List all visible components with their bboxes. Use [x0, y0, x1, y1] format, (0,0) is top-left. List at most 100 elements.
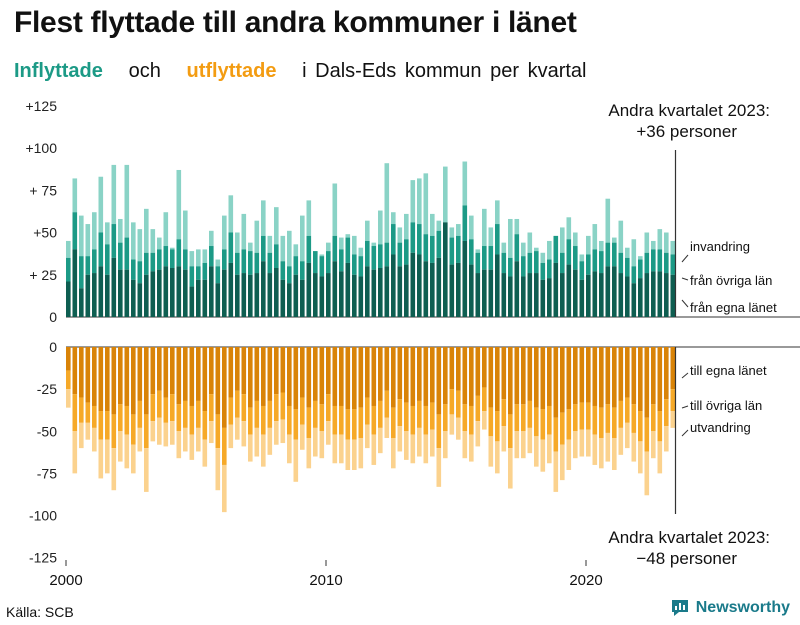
bar-in-egna [319, 276, 325, 317]
bar-out-egna [404, 347, 409, 403]
bar-in-invandring [456, 224, 461, 236]
y-tick-label: -125 [29, 550, 57, 566]
bar-out-egna [664, 347, 669, 400]
bar-in-egna [514, 261, 520, 317]
bar-in-ovriga [150, 252, 156, 272]
bar-in-invandring [72, 178, 78, 213]
bar-out-utvandring [254, 427, 260, 457]
bar-out-utvandring [274, 421, 279, 445]
bar-in-egna [150, 271, 156, 317]
bar-in-egna [176, 266, 182, 317]
y-tick-label: +100 [25, 140, 57, 156]
bar-in-invandring [332, 183, 338, 236]
subtitle-rest: i Dals-Eds kommun per kvartal [302, 60, 587, 82]
bar-in-egna [592, 271, 598, 317]
bar-in-egna [404, 264, 409, 317]
bar-in-ovriga [241, 249, 247, 274]
bar-in-ovriga [371, 246, 377, 270]
bar-out-egna [72, 347, 78, 395]
bar-out-utvandring [365, 424, 370, 449]
bar-in-ovriga [72, 212, 78, 250]
bar-out-utvandring [605, 432, 611, 462]
bar-in-ovriga [66, 257, 71, 282]
bar-out-utvandring [553, 451, 559, 492]
bar-in-ovriga [365, 240, 370, 267]
bar-in-invandring [378, 210, 383, 245]
bar-out-utvandring [228, 424, 234, 449]
brand-name: Newsworthy [695, 599, 790, 616]
bar-in-ovriga [404, 239, 409, 265]
bar-out-utvandring [332, 434, 338, 464]
bar-out-egna [618, 347, 624, 401]
bar-out-ovriga [352, 409, 357, 440]
bar-in-invandring [534, 247, 539, 252]
bar-out-ovriga [527, 400, 533, 428]
bar-out-egna [241, 347, 247, 395]
bar-in-ovriga [105, 244, 110, 275]
bar-out-egna [527, 347, 533, 401]
bar-in-egna [638, 278, 643, 317]
bar-out-utvandring [625, 422, 630, 449]
chart-subtitle: Inflyttade och utflyttade i Dals-Eds kom… [14, 60, 586, 83]
bar-in-egna [300, 279, 305, 317]
bar-out-ovriga [469, 405, 474, 435]
bar-out-utvandring [293, 439, 299, 482]
bar-in-ovriga [651, 249, 656, 272]
bar-out-egna [573, 347, 578, 405]
bar-in-ovriga [553, 235, 559, 263]
bar-in-ovriga [215, 266, 221, 284]
bar-out-utvandring [267, 427, 273, 455]
bar-in-ovriga [605, 242, 611, 267]
bar-in-invandring [202, 249, 208, 263]
bar-out-egna [352, 347, 357, 410]
bar-in-egna [163, 266, 169, 317]
bar-in-ovriga [183, 249, 188, 270]
bar-out-ovriga [605, 404, 611, 433]
bar-out-ovriga [404, 402, 409, 432]
bar-in-egna [326, 273, 331, 317]
bar-out-egna [514, 347, 520, 405]
bar-in-ovriga [235, 252, 240, 275]
bar-out-utvandring [150, 421, 156, 442]
bar-out-egna [625, 347, 630, 398]
bar-in-egna [534, 273, 539, 317]
bar-out-utvandring [612, 437, 617, 471]
bar-out-ovriga [443, 404, 448, 432]
bar-in-egna [631, 283, 637, 317]
bar-out-ovriga [657, 411, 663, 442]
bar-out-egna [163, 347, 169, 398]
bar-out-egna [235, 347, 240, 391]
x-tick-label: 2000 [49, 572, 82, 589]
bar-in-invandring [144, 208, 149, 253]
bar-out-ovriga [241, 394, 247, 422]
bar-out-egna [157, 347, 162, 391]
bar-out-utvandring [118, 431, 123, 462]
bar-in-invandring [111, 164, 117, 225]
bar-in-egna [384, 266, 390, 317]
bar-in-egna [469, 264, 474, 317]
bar-in-egna [222, 269, 227, 317]
bar-out-ovriga [98, 411, 104, 440]
bar-in-egna [670, 274, 676, 317]
bar-out-utvandring [664, 426, 669, 452]
bar-in-egna [274, 267, 279, 317]
bar-out-egna [326, 347, 331, 395]
bar-in-ovriga [85, 256, 91, 275]
annotation-top-line2: +36 personer [636, 122, 737, 141]
bar-in-ovriga [573, 246, 578, 270]
y-tick-label: 0 [49, 339, 57, 355]
newsworthy-logo-icon [671, 600, 688, 616]
bar-out-utvandring [417, 427, 422, 457]
bar-out-utvandring [248, 434, 253, 462]
bar-in-ovriga [521, 256, 526, 277]
bar-out-egna [92, 347, 97, 406]
bar-in-ovriga [469, 239, 474, 265]
bar-out-ovriga [521, 404, 526, 432]
bar-out-ovriga [163, 397, 169, 423]
bar-in-egna [599, 273, 604, 317]
legend-leader [681, 405, 689, 409]
x-tick-label: 2010 [309, 572, 342, 589]
bar-in-egna [664, 273, 669, 317]
bar-in-egna [365, 266, 370, 317]
